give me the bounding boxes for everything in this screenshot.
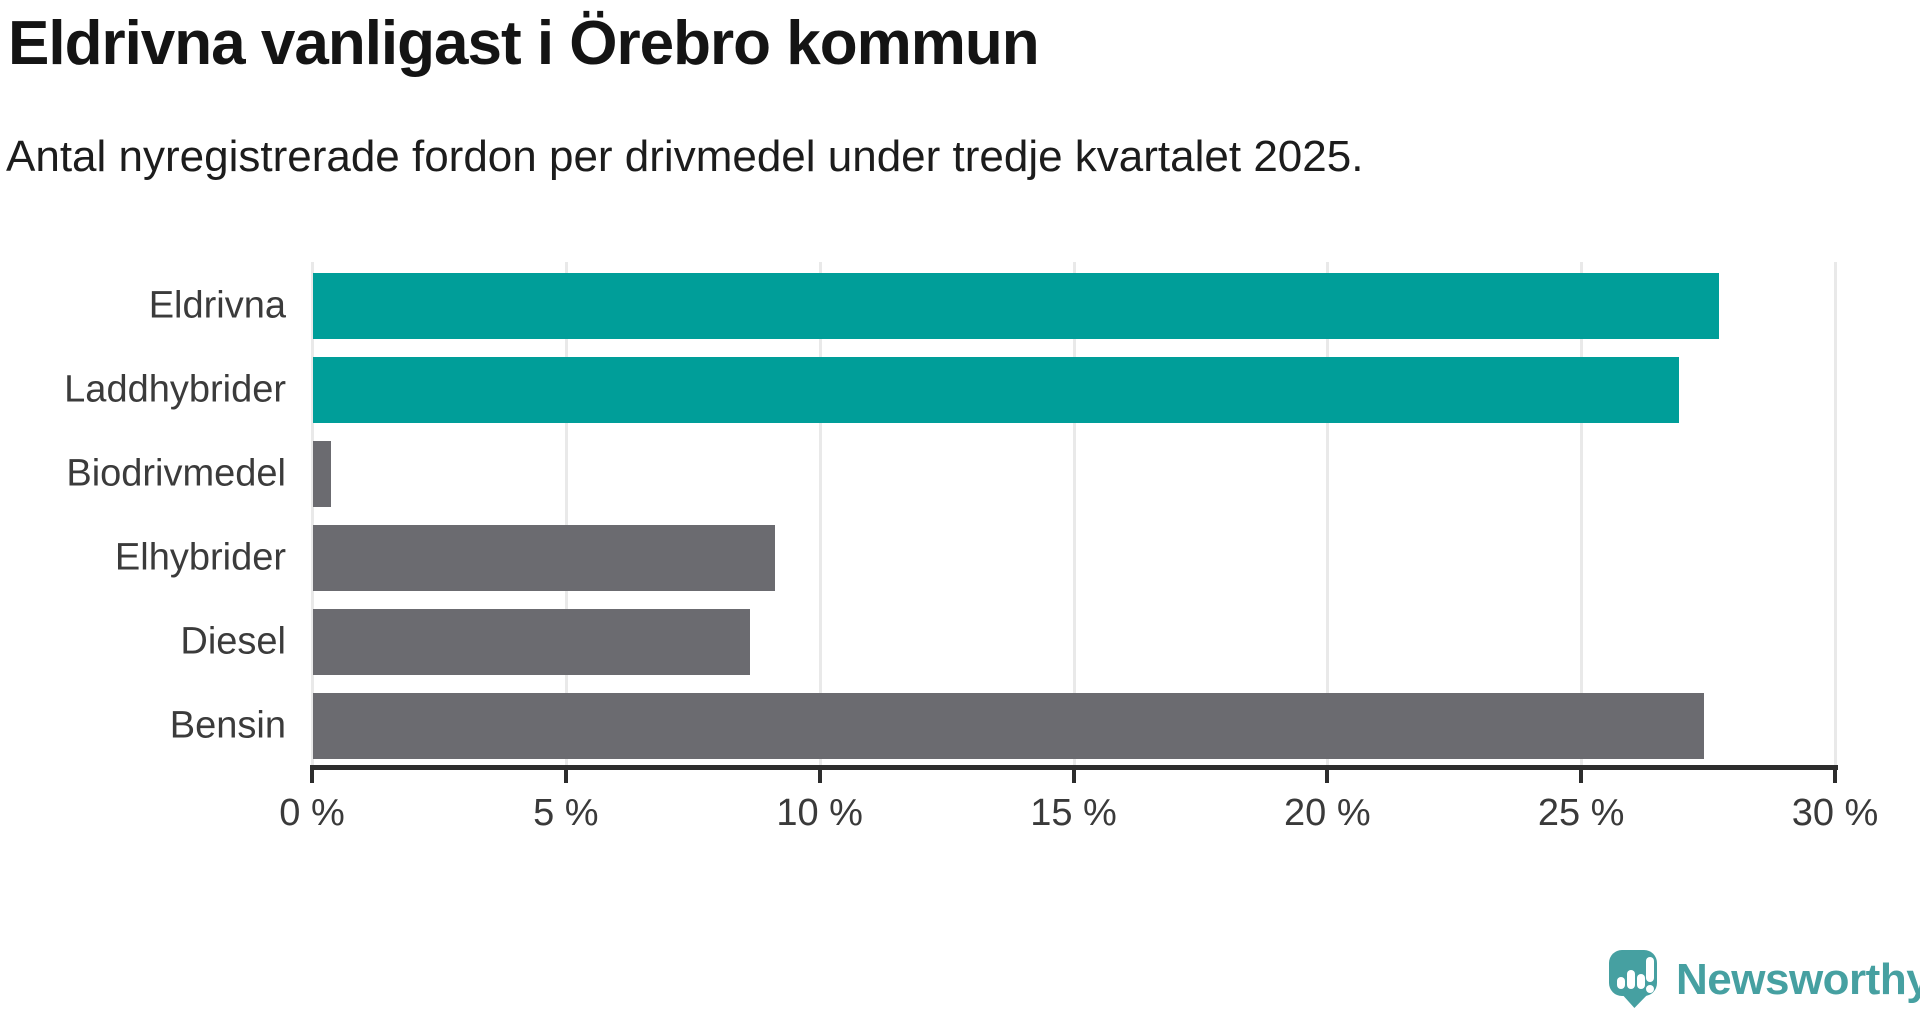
gridline [564, 262, 568, 765]
x-axis-tick-label: 0 % [279, 792, 345, 834]
plot-area [310, 262, 1838, 783]
x-axis-line [310, 765, 1838, 770]
logo-bar-small [1617, 977, 1625, 989]
x-axis-tick-label: 25 % [1537, 792, 1625, 834]
x-axis-tick [1325, 770, 1330, 783]
bar-laddhybrider [313, 357, 1679, 423]
gridline [1580, 262, 1584, 765]
y-axis-label: Biodrivmedel [66, 452, 286, 495]
x-axis-tick [1833, 770, 1837, 783]
x-axis-tick [563, 770, 568, 783]
y-axis-label: Eldrivna [148, 284, 286, 327]
x-axis-tick-label: 5 % [533, 792, 599, 834]
y-axis-label: Bensin [169, 704, 286, 747]
x-axis-tick-label: 15 % [1030, 792, 1117, 834]
newsworthy-logo: Newsworthy [1609, 950, 1920, 1010]
x-axis-tick-label: 20 % [1284, 792, 1371, 834]
x-axis-tick [310, 770, 314, 783]
logo-bubble-tail [1620, 992, 1650, 1008]
x-axis-tick-label: 10 % [776, 792, 863, 834]
bar-bensin [313, 693, 1704, 759]
y-axis-label: Elhybrider [114, 536, 286, 579]
chart-title: Eldrivna vanligast i Örebro kommun [8, 9, 1040, 78]
x-axis-tick-label: 30 % [1791, 792, 1879, 834]
gridline [1834, 262, 1837, 765]
bar-eldrivna [313, 273, 1720, 339]
chart-subtitle: Antal nyregistrerade fordon per drivmede… [6, 132, 1364, 181]
x-axis-tick [1579, 770, 1584, 783]
gridline [311, 262, 314, 765]
logo-wordmark: Newsworthy [1676, 955, 1920, 1004]
x-axis-tick [1071, 770, 1076, 783]
bar-diesel [313, 609, 750, 675]
logo-bar-tall [1627, 970, 1635, 989]
gridline [1072, 262, 1076, 765]
y-axis-label: Laddhybrider [64, 368, 286, 411]
logo-exclamation-bar [1646, 957, 1654, 982]
bar-elhybrider [313, 525, 775, 591]
logo-bar-medium [1637, 974, 1645, 989]
bar-biodrivmedel [313, 441, 331, 507]
gridline [1326, 262, 1330, 765]
y-axis-label: Diesel [180, 620, 286, 663]
gridline [818, 262, 822, 765]
x-axis-tick [817, 770, 822, 783]
logo-exclamation-dot [1646, 985, 1654, 993]
